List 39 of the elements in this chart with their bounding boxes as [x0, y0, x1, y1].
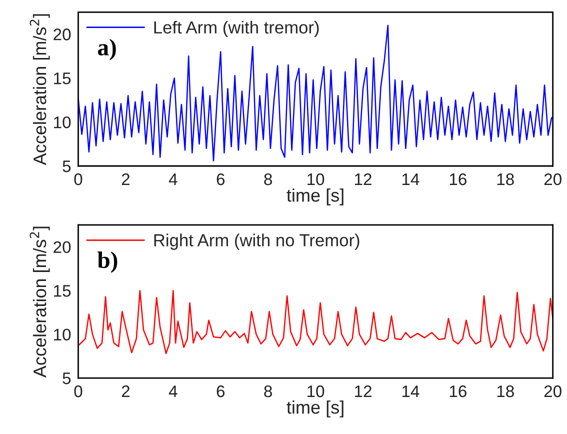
annotation: a): [98, 38, 116, 60]
x-tick-label: 18: [497, 173, 514, 186]
y-tick-label: 5: [62, 160, 71, 172]
annotation: b): [98, 251, 118, 273]
x-tick-label: 18: [497, 385, 514, 398]
x-tick-label: 6: [216, 173, 225, 186]
x-tick-label: 8: [264, 173, 272, 186]
x-tick-label: 14: [402, 386, 420, 398]
y-tick-label: 10: [54, 328, 71, 340]
x-tick-label: 2: [122, 385, 130, 398]
x-tick-label: 2: [122, 173, 130, 186]
x-tick-label: 16: [450, 173, 466, 186]
x-tick-label: 12: [354, 385, 372, 398]
x-tick-label: 0: [74, 173, 82, 186]
x-tick-label: 10: [308, 173, 324, 186]
y-tick-label: 15: [54, 72, 71, 84]
x-axis-title: time [s]: [286, 400, 344, 418]
x-tick-label: 10: [308, 385, 324, 398]
y-tick-label: 20: [54, 241, 71, 254]
x-tick-label: 12: [354, 173, 372, 186]
y-tick-label: 10: [54, 116, 71, 128]
x-tick-label: 16: [450, 385, 466, 398]
x-axis-title: time [s]: [286, 188, 344, 206]
line-series: [78, 290, 553, 354]
legend-label: Left Arm (with tremor): [154, 20, 319, 38]
x-tick-label: 20: [544, 173, 562, 186]
y-tick-label: 5: [62, 372, 71, 384]
x-tick-label: 4: [168, 386, 178, 398]
x-tick-label: 6: [216, 385, 225, 398]
y-tick-label: 15: [54, 285, 71, 297]
x-tick-label: 4: [168, 174, 178, 186]
x-tick-label: 0: [74, 385, 82, 398]
legend-label: Right Arm (with no Tremor): [154, 234, 360, 250]
x-tick-label: 14: [402, 174, 420, 186]
y-tick-label: 20: [54, 28, 71, 40]
x-tick-label: 20: [544, 385, 562, 398]
y-axis-title: Acceleration [m/s$^{2}$]: [30, 14, 50, 166]
y-axis-title: Acceleration [m/s$^{2}$]: [30, 226, 50, 378]
x-tick-label: 8: [264, 385, 272, 398]
